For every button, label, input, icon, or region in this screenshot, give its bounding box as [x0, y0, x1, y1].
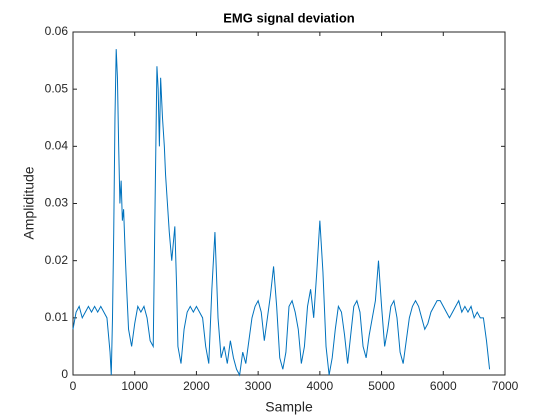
y-tick-label: 0.04: [45, 139, 69, 153]
x-axis-label: Sample: [265, 399, 313, 415]
x-tick-label: 3000: [245, 379, 272, 393]
x-tick-label: 7000: [492, 379, 519, 393]
y-tick-label: 0.05: [45, 81, 69, 95]
y-tick-label: 0.06: [45, 24, 69, 38]
x-tick-label: 5000: [368, 379, 395, 393]
y-tick-label: 0.02: [45, 253, 69, 267]
y-tick-label: 0.03: [45, 196, 69, 210]
data-line: [72, 49, 491, 377]
x-tick-label: 4000: [307, 379, 334, 393]
x-tick-label: 1000: [121, 379, 148, 393]
plot-area: [72, 31, 506, 376]
y-axis-label: Ampliditude: [21, 166, 37, 239]
y-tick-label: 0.01: [45, 310, 69, 324]
chart-title: EMG signal deviation: [223, 10, 355, 25]
x-tick-label: 2000: [183, 379, 210, 393]
x-tick-label: 0: [70, 379, 77, 393]
x-tick-label: 6000: [430, 379, 457, 393]
y-tick-label: 0: [61, 367, 68, 381]
